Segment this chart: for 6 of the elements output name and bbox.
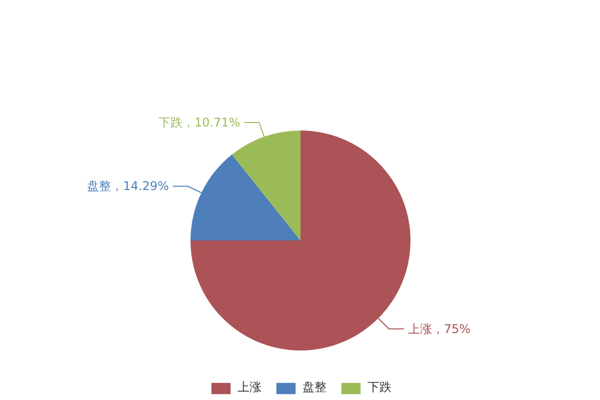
data-label: 盘整，14.29% (87, 179, 169, 194)
legend-label: 盘整 (302, 379, 326, 396)
legend-label: 上涨 (238, 379, 262, 396)
legend-label: 下跌 (368, 379, 392, 396)
data-label: 下跌，10.71% (158, 116, 240, 130)
data-label: 上涨，75% (408, 322, 471, 336)
